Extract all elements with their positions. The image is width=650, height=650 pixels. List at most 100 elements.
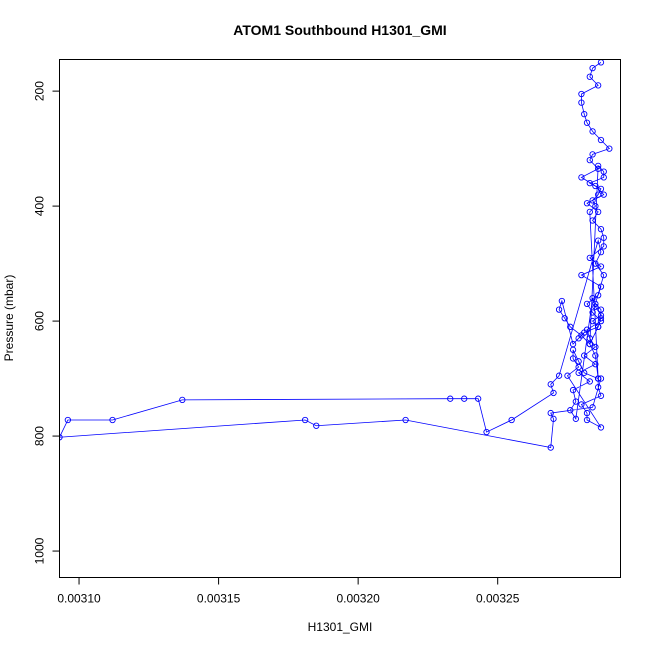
data-point	[567, 407, 574, 414]
data-point	[586, 254, 593, 261]
data-point	[555, 306, 563, 313]
data-point	[583, 416, 591, 424]
data-point	[402, 416, 409, 424]
data-point	[586, 340, 593, 348]
data-point	[569, 355, 577, 362]
data-point	[59, 434, 63, 441]
data-point	[578, 90, 585, 98]
data-point	[592, 352, 599, 359]
data-point	[508, 416, 515, 424]
data-point	[592, 182, 599, 190]
data-point	[595, 292, 602, 299]
data-point	[547, 444, 554, 451]
data-point	[447, 395, 454, 402]
plot-frame	[59, 59, 621, 578]
data-point	[572, 398, 579, 405]
data-point	[597, 424, 605, 431]
data-point	[578, 332, 585, 339]
data-point	[578, 99, 585, 106]
data-point	[581, 369, 588, 376]
data-point	[600, 243, 607, 250]
data-point	[597, 263, 605, 270]
series-line	[59, 62, 611, 449]
data-point	[592, 361, 599, 368]
x-axis-label: H1301_GMI	[308, 620, 373, 634]
data-point	[313, 422, 320, 429]
data-point	[578, 271, 585, 279]
y-axis-label: Pressure (mbar)	[2, 275, 16, 362]
data-point	[589, 309, 596, 316]
data-point	[583, 300, 591, 307]
data-point	[600, 174, 607, 181]
data-point	[595, 375, 602, 382]
data-point	[597, 306, 605, 313]
data-point	[595, 237, 602, 244]
data-point	[547, 381, 554, 388]
data-point	[475, 395, 482, 402]
data-point	[567, 323, 574, 330]
x-tick-label: 0.00310	[57, 592, 101, 606]
data-point	[600, 271, 607, 279]
data-point	[595, 165, 602, 172]
data-point	[589, 64, 596, 72]
data-point	[550, 415, 557, 422]
data-point	[589, 404, 596, 411]
data-point	[589, 197, 596, 204]
data-point	[600, 234, 607, 241]
data-point	[586, 208, 593, 216]
y-tick-label: 800	[33, 426, 47, 446]
data-point	[564, 372, 571, 379]
y-tick-label: 600	[33, 311, 47, 331]
axes: 0.00310 0.00315 0.00320 0.00325 200 400 600 800…	[33, 81, 520, 606]
data-point	[586, 73, 593, 80]
data-point	[586, 378, 593, 385]
data-point	[597, 392, 605, 399]
x-tick-label: 0.00315	[197, 592, 241, 606]
data-point	[461, 395, 468, 402]
data-point	[578, 401, 585, 408]
y-tick-label: 200	[33, 81, 47, 101]
plot-area	[59, 59, 613, 451]
y-tick-label: 1000	[33, 537, 47, 564]
data-point	[550, 389, 557, 397]
data-point	[606, 145, 613, 152]
data-point	[595, 191, 602, 198]
data-point	[595, 323, 602, 330]
data-point	[569, 346, 577, 353]
x-tick-label: 0.00320	[336, 592, 380, 606]
data-point	[595, 384, 602, 391]
data-point	[597, 225, 605, 233]
data-point	[589, 294, 596, 302]
data-point	[592, 202, 599, 210]
data-point	[547, 409, 554, 417]
y-tick-label: 400	[33, 196, 47, 216]
data-point	[597, 248, 605, 256]
data-point	[575, 358, 582, 365]
data-point	[595, 208, 602, 216]
data-point	[597, 283, 605, 290]
data-point	[597, 315, 605, 322]
data-point	[558, 297, 566, 305]
data-point	[586, 156, 593, 164]
data-point	[586, 179, 593, 187]
data-point	[592, 343, 599, 351]
data-point	[109, 416, 116, 424]
data-point	[569, 386, 577, 394]
data-point	[592, 300, 599, 307]
data-point	[561, 315, 568, 322]
data-point	[64, 416, 72, 424]
data-point	[595, 162, 602, 170]
data-point	[589, 217, 596, 224]
chart-title: ATOM1 Southbound H1301_GMI	[233, 22, 446, 38]
data-point	[301, 416, 309, 424]
data-point	[572, 415, 579, 422]
data-point	[581, 110, 588, 118]
data-point	[597, 136, 605, 144]
data-point	[589, 151, 596, 158]
data-point	[578, 174, 585, 181]
data-point	[179, 396, 186, 404]
data-point	[595, 82, 602, 89]
data-point	[555, 372, 563, 379]
data-point	[592, 303, 599, 310]
